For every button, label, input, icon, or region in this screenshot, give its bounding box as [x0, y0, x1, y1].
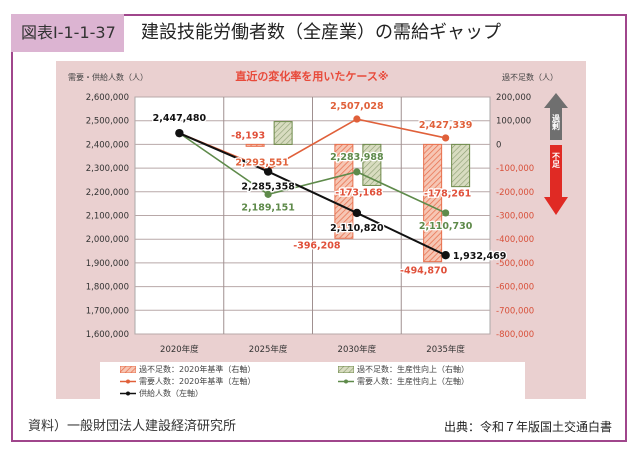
legend-swatch-line-orange	[120, 379, 136, 384]
data-label: 2,110,730	[419, 221, 473, 232]
line-3	[178, 132, 446, 214]
data-label: 2,189,151	[241, 202, 295, 213]
data-label: -396,208	[293, 240, 341, 251]
data-point	[441, 251, 450, 260]
legend-label: 過不足数：生産性向上（右軸）	[357, 365, 469, 374]
data-label: 2,110,820	[330, 223, 384, 234]
x-tick-label: 2030年度	[338, 344, 377, 355]
data-label: 1,932,469	[453, 251, 507, 262]
legend-label: 需要人数：2020年基準（左軸）	[139, 377, 256, 386]
legend-swatch-hatch-orange	[120, 366, 136, 373]
legend-item-shortage-productivity: 過不足数：生産性向上（右軸）	[338, 364, 469, 375]
right-tick-label: 0	[496, 140, 501, 150]
shortage-bar-2020-basis	[334, 143, 354, 239]
left-tick-label: 1,700,000	[86, 306, 129, 316]
left-tick-label: 2,100,000	[86, 212, 129, 222]
source-note: 資料）一般財団法人建設経済研究所	[28, 419, 237, 434]
data-label: 2,283,988	[330, 152, 384, 163]
data-label: 2,293,551	[235, 158, 289, 169]
right-tick-label: -800,000	[496, 330, 534, 340]
left-tick-label: 2,400,000	[86, 140, 129, 150]
legend-swatch-hatch-green	[338, 366, 354, 373]
legend-label: 供給人数（左軸）	[139, 389, 203, 398]
data-label: -8,193	[231, 130, 265, 141]
legend-item-demand-2020: 需要人数：2020年基準（左軸）	[120, 376, 255, 387]
data-point	[353, 115, 361, 123]
left-tick-label: 1,800,000	[86, 283, 129, 293]
legend-item-shortage-2020: 過不足数：2020年基準（右軸）	[120, 364, 255, 375]
surplus-arrow-label: 過剰	[551, 113, 561, 131]
right-tick-label: 200,000	[496, 93, 531, 103]
chart-legend: 過不足数：2020年基準（右軸） 過不足数：生産性向上（右軸） 需要人数：202…	[100, 362, 525, 400]
data-label: -494,870	[400, 266, 448, 277]
right-axis-label: 過不足数（人）	[502, 72, 558, 82]
legend-item-supply: 供給人数（左軸）	[120, 388, 203, 399]
right-tick-label: -600,000	[496, 283, 534, 293]
right-tick-label: -700,000	[496, 306, 534, 316]
left-tick-label: 2,500,000	[86, 117, 129, 127]
figure-id: 図表Ⅰ-1-1-37	[11, 14, 124, 52]
right-tick-label: -300,000	[496, 212, 534, 222]
shortage-bar-productivity	[273, 121, 293, 145]
legend-label: 需要人数：生産性向上（左軸）	[357, 377, 469, 386]
left-tick-label: 2,600,000	[86, 93, 129, 103]
data-label: -178,261	[424, 189, 471, 200]
right-tick-label: -200,000	[496, 188, 534, 198]
legend-label: 過不足数：2020年基準（右軸）	[139, 365, 256, 374]
surplus-arrow-icon	[544, 93, 568, 140]
legend-swatch-line-green	[338, 379, 354, 384]
data-point	[352, 208, 362, 218]
x-tick-label: 2020年度	[160, 344, 199, 355]
shortage-bar-2020-basis	[423, 143, 443, 263]
figure-title: 建設技能労働者数（全産業）の需給ギャップ	[141, 22, 501, 43]
x-tick-label: 2035年度	[426, 344, 465, 355]
right-tick-label: -400,000	[496, 235, 534, 245]
data-label: 2,507,028	[330, 101, 384, 112]
shortage-arrow-label: 不足	[551, 152, 561, 169]
data-point	[442, 209, 450, 217]
shortage-bar-2020-basis	[245, 143, 265, 147]
data-label: 2,285,358	[241, 182, 295, 193]
legend-swatch-line-black	[120, 391, 136, 396]
figure-frame	[11, 14, 627, 442]
right-tick-label: -100,000	[496, 164, 534, 174]
left-tick-label: 1,600,000	[86, 330, 129, 340]
left-tick-label: 2,300,000	[86, 164, 129, 174]
left-tick-label: 2,200,000	[86, 188, 129, 198]
data-label: -173,168	[335, 187, 383, 198]
line-4	[178, 132, 447, 257]
data-point	[442, 134, 450, 142]
data-label: 2,447,480	[153, 113, 207, 124]
shortage-bar-productivity	[362, 143, 382, 186]
data-point	[264, 190, 272, 198]
data-point	[175, 128, 184, 138]
chart-title: 直近の変化率を用いたケース※	[235, 69, 388, 83]
credit-note: 出典：令和７年版国土交通白書	[443, 420, 612, 434]
left-tick-label: 2,000,000	[86, 235, 129, 245]
data-point	[263, 167, 273, 176]
legend-item-demand-productivity: 需要人数：生産性向上（左軸）	[338, 376, 469, 387]
shortage-arrow-icon	[544, 145, 568, 215]
left-axis-label: 需要・供給人数（人）	[68, 72, 148, 82]
left-tick-label: 1,900,000	[86, 259, 129, 269]
data-label: 2,427,339	[419, 120, 473, 131]
right-tick-label: 100,000	[496, 117, 531, 127]
x-tick-label: 2025年度	[249, 344, 288, 355]
data-point	[353, 168, 361, 176]
right-tick-label: -500,000	[496, 259, 534, 269]
shortage-bar-productivity	[451, 143, 471, 188]
